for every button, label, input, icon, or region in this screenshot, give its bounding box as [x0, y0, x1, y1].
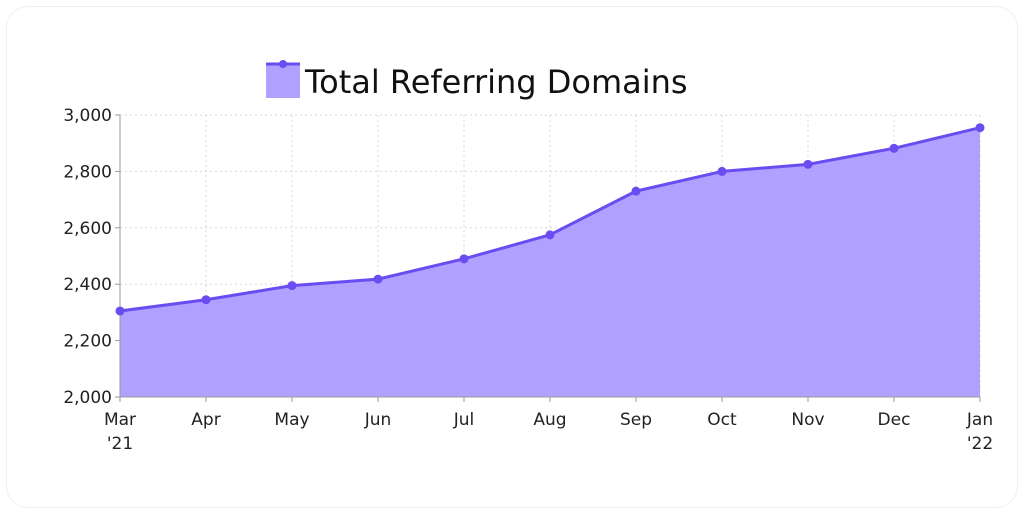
x-tick-label: May	[274, 410, 309, 430]
data-point	[287, 281, 297, 291]
x-tick-label: Mar	[104, 410, 136, 430]
y-tick-label: 3,000	[63, 106, 112, 126]
data-point	[115, 306, 125, 316]
data-point	[201, 295, 211, 305]
area-fill	[120, 127, 980, 397]
x-tick-label: Dec	[878, 410, 911, 430]
x-tick-label: Apr	[191, 410, 220, 430]
y-tick-label: 2,400	[63, 275, 112, 295]
y-tick-label: 2,000	[63, 388, 112, 408]
data-points	[115, 123, 985, 316]
data-point	[717, 166, 727, 176]
data-point	[803, 159, 813, 169]
data-point	[631, 186, 641, 196]
legend-marker	[279, 60, 287, 68]
legend-swatch	[266, 64, 300, 98]
y-tick-label: 2,800	[63, 162, 112, 182]
data-point	[373, 274, 383, 284]
data-point	[459, 254, 469, 264]
legend: Total Referring Domains	[266, 60, 688, 101]
x-tick-label: Nov	[791, 410, 824, 430]
x-tick-label: '22	[967, 434, 993, 454]
x-tick-label: Oct	[707, 410, 737, 430]
y-tick-label: 2,200	[63, 332, 112, 352]
x-tick-label: '21	[107, 434, 133, 454]
legend-label: Total Referring Domains	[304, 63, 688, 101]
x-tick-label: Aug	[533, 410, 566, 430]
y-tick-label: 2,600	[63, 219, 112, 239]
data-point	[975, 123, 985, 133]
data-point	[545, 230, 555, 240]
x-tick-label: Sep	[620, 410, 652, 430]
axes: 2,000 2,200 2,400 2,600 2,800 3,000 Mar '21 Apr M…	[63, 106, 993, 454]
x-tick-label: Jul	[453, 410, 475, 430]
data-point	[889, 143, 899, 153]
x-tick-label: Jan	[966, 410, 993, 430]
area-series	[119, 126, 981, 397]
x-tick-label: Jun	[364, 410, 392, 430]
